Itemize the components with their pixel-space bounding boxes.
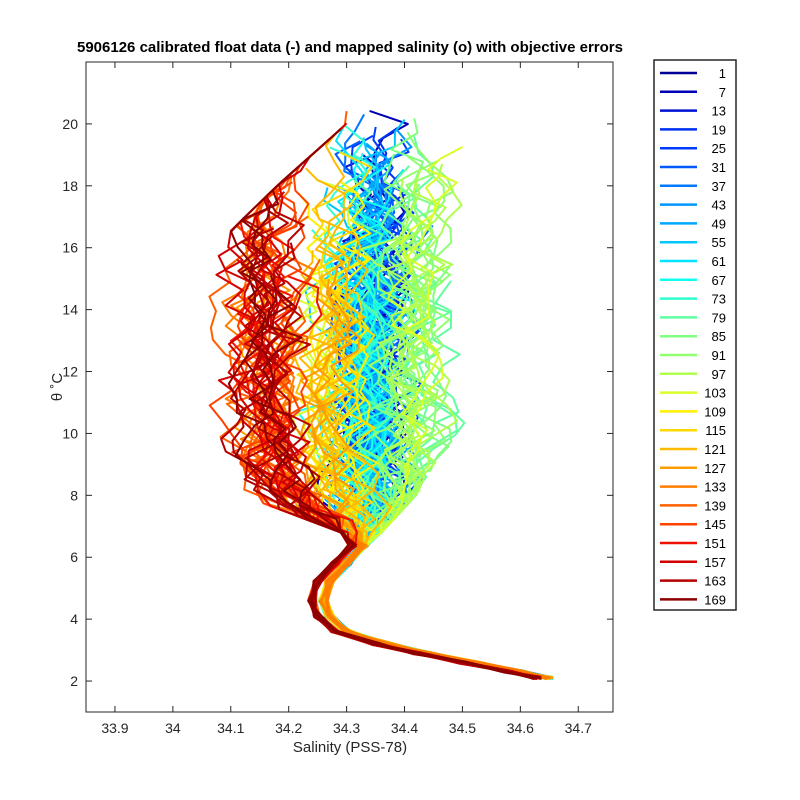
legend-label: 97 bbox=[712, 367, 726, 382]
legend-label: 43 bbox=[712, 198, 726, 213]
legend-label: 1 bbox=[719, 66, 726, 81]
y-tick-label: 8 bbox=[70, 487, 78, 503]
legend-label: 79 bbox=[712, 310, 726, 325]
legend-label: 13 bbox=[712, 104, 726, 119]
y-tick-label: 2 bbox=[70, 673, 78, 689]
x-tick-label: 33.9 bbox=[101, 720, 128, 736]
legend-label: 85 bbox=[712, 329, 726, 344]
y-axis-label: θ ˚C bbox=[49, 373, 66, 402]
profile-line bbox=[234, 128, 541, 680]
profile-lines bbox=[208, 109, 554, 681]
legend-label: 61 bbox=[712, 254, 726, 269]
legend-label: 67 bbox=[712, 273, 726, 288]
legend-label: 151 bbox=[704, 536, 726, 551]
legend-label: 55 bbox=[712, 235, 726, 250]
x-tick-label: 34.4 bbox=[391, 720, 418, 736]
legend-label: 169 bbox=[704, 592, 726, 607]
x-tick-label: 34.5 bbox=[449, 720, 476, 736]
y-tick-label: 14 bbox=[62, 302, 78, 318]
y-tick-label: 12 bbox=[62, 364, 78, 380]
y-tick-label: 18 bbox=[62, 178, 78, 194]
legend-label: 157 bbox=[704, 555, 726, 570]
x-tick-label: 34 bbox=[165, 720, 181, 736]
legend-label: 19 bbox=[712, 122, 726, 137]
legend-label: 109 bbox=[704, 404, 726, 419]
y-axis-ticks: 2 4 6 8 10 12 14 16 18 20 bbox=[62, 116, 613, 689]
legend-label: 133 bbox=[704, 480, 726, 495]
legend-label: 49 bbox=[712, 216, 726, 231]
legend-label: 37 bbox=[712, 179, 726, 194]
legend-label: 25 bbox=[712, 141, 726, 156]
y-tick-label: 4 bbox=[70, 611, 78, 627]
x-axis-label: Salinity (PSS-78) bbox=[293, 739, 407, 756]
legend-label: 145 bbox=[704, 517, 726, 532]
chart-title: 5906126 calibrated float data (-) and ma… bbox=[77, 39, 623, 56]
legend-label: 91 bbox=[712, 348, 726, 363]
x-axis-ticks: 33.9 34 34.1 34.2 34.3 34.4 34.5 34.6 34.7 bbox=[101, 62, 592, 736]
x-tick-label: 34.1 bbox=[217, 720, 244, 736]
profile-line bbox=[227, 134, 542, 680]
legend-label: 115 bbox=[705, 423, 726, 438]
legend-label: 127 bbox=[704, 461, 726, 476]
y-tick-label: 10 bbox=[62, 425, 78, 441]
legend-label: 31 bbox=[712, 160, 726, 175]
x-tick-label: 34.3 bbox=[333, 720, 360, 736]
x-tick-label: 34.2 bbox=[275, 720, 302, 736]
legend-label: 163 bbox=[704, 574, 726, 589]
y-tick-label: 20 bbox=[62, 116, 78, 132]
y-tick-label: 6 bbox=[70, 549, 78, 565]
y-tick-label: 16 bbox=[62, 240, 78, 256]
legend-label: 103 bbox=[704, 386, 726, 401]
legend-label: 121 bbox=[704, 442, 726, 457]
x-tick-label: 34.7 bbox=[565, 720, 592, 736]
plot-frame bbox=[85, 61, 614, 713]
legend-label: 73 bbox=[712, 292, 726, 307]
legend-label: 7 bbox=[719, 85, 726, 100]
legend-label: 139 bbox=[704, 498, 726, 513]
x-tick-label: 34.6 bbox=[507, 720, 534, 736]
legend: 1 7 13 19 25 31 37 43 49 55 61 67 73 79 85 91 97 103 109 11… bbox=[653, 59, 737, 611]
